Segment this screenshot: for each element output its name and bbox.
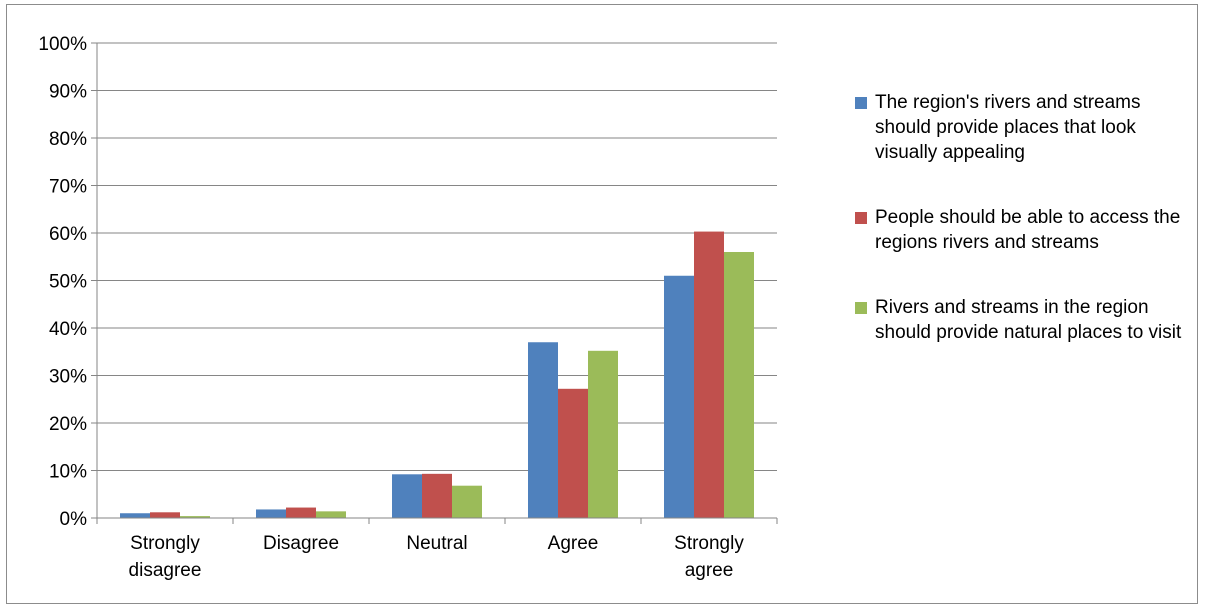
legend-swatch bbox=[855, 212, 867, 224]
bar bbox=[528, 342, 558, 518]
legend-swatch bbox=[855, 97, 867, 109]
bar bbox=[180, 516, 210, 518]
bar bbox=[150, 512, 180, 518]
x-tick-label: Disagree bbox=[263, 533, 339, 554]
y-tick-label: 40% bbox=[49, 319, 87, 340]
x-tick-label: Strongly bbox=[130, 533, 200, 554]
bar bbox=[588, 350, 618, 518]
legend: The region's rivers and streams should p… bbox=[855, 90, 1195, 385]
y-tick-label: 30% bbox=[49, 367, 87, 388]
bar bbox=[558, 388, 588, 518]
legend-label: Rivers and streams in the region should … bbox=[875, 297, 1182, 343]
x-tick-label: Neutral bbox=[406, 533, 467, 554]
bar bbox=[286, 507, 316, 518]
y-tick-label: 90% bbox=[49, 82, 87, 103]
bar bbox=[256, 509, 286, 518]
x-tick-label: agree bbox=[685, 560, 734, 581]
legend-item: The region's rivers and streams should p… bbox=[855, 90, 1195, 165]
x-tick-label: Agree bbox=[548, 533, 599, 554]
bar bbox=[316, 511, 346, 518]
bar-chart: 0% 10% 20% 30% 40% 50% 60% 70% 80% 90% 100% Strongl… bbox=[38, 34, 778, 581]
legend-item: Rivers and streams in the region should … bbox=[855, 295, 1195, 345]
y-tick-label: 50% bbox=[49, 272, 87, 293]
bar bbox=[120, 513, 150, 518]
y-tick-label: 0% bbox=[60, 509, 88, 530]
legend-swatch bbox=[855, 302, 867, 314]
legend-label: The region's rivers and streams should p… bbox=[875, 92, 1141, 163]
bar bbox=[392, 474, 422, 518]
y-tick-label: 80% bbox=[49, 129, 87, 150]
bar bbox=[664, 275, 694, 518]
y-tick-label: 10% bbox=[49, 462, 87, 483]
gridlines bbox=[97, 42, 777, 471]
legend-item: People should be able to access the regi… bbox=[855, 205, 1195, 255]
bar bbox=[422, 473, 452, 518]
x-tick-label: Strongly bbox=[674, 533, 744, 554]
x-tick-label: disagree bbox=[129, 560, 202, 581]
bars bbox=[120, 231, 754, 518]
y-tick-label: 60% bbox=[49, 224, 87, 245]
tick-labels: 0% 10% 20% 30% 40% 50% 60% 70% 80% 90% 100% Strongl… bbox=[38, 34, 744, 581]
bar bbox=[452, 485, 482, 518]
chart-frame: 0% 10% 20% 30% 40% 50% 60% 70% 80% 90% 100% Strongl… bbox=[6, 4, 1198, 604]
bar bbox=[694, 231, 724, 518]
bar bbox=[724, 252, 754, 518]
y-tick-label: 70% bbox=[49, 177, 87, 198]
y-tick-label: 20% bbox=[49, 414, 87, 435]
y-tick-label: 100% bbox=[38, 34, 87, 55]
axes bbox=[91, 42, 778, 524]
legend-label: People should be able to access the regi… bbox=[875, 207, 1181, 253]
